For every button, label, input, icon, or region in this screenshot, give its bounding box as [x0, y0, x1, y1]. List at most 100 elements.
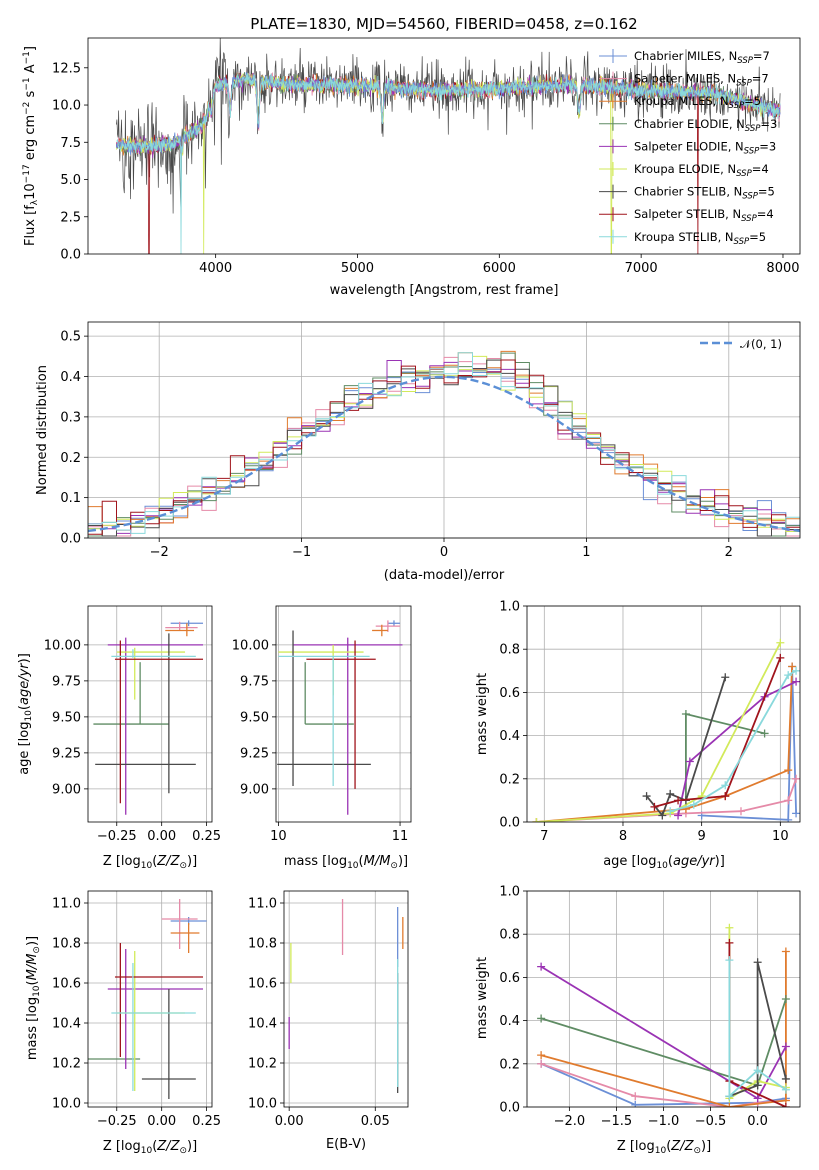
ytick-label: 10.00: [44, 638, 81, 653]
ytick-label: 2.5: [60, 210, 81, 225]
series-line: [701, 666, 797, 821]
axes-age-Z: −0.25 0.00 0.25 9.00 9.25 9.50 9.75 10.00: [44, 605, 221, 844]
series-line: [654, 657, 782, 808]
y-axis-label: mass weight: [475, 957, 490, 1039]
series-marker: [792, 666, 800, 675]
y-axis-label: Normed distribution: [35, 365, 50, 495]
x-axis-label: age [log10(age/yr)]: [603, 854, 725, 871]
ytick-label: 9.00: [52, 782, 81, 797]
label-part: )]: [25, 936, 40, 946]
series-marker: [721, 781, 730, 790]
ytick-label: 1.0: [499, 885, 520, 900]
legend-label: Salpeter ELODIE, NSSP=3: [634, 139, 776, 156]
ytick-label: 10.2: [248, 1057, 277, 1072]
label-part: −17: [22, 164, 32, 183]
label-part: )]: [715, 854, 725, 869]
series-marker: [537, 1014, 546, 1023]
x-axis-label: Z [log10(Z/Z⊙)]: [617, 1139, 711, 1156]
plot-area: [88, 350, 800, 538]
ytick-label: 0.8: [499, 643, 520, 658]
legend-text: Salpeter MILES, N: [634, 72, 736, 86]
legend-text: Kroupa ELODIE, N: [634, 162, 736, 176]
series-line: [536, 666, 793, 822]
x-axis-label: (data-model)/error: [384, 568, 505, 583]
ytick-label: 10.6: [248, 977, 277, 992]
ytick-label: 0.0: [499, 1101, 520, 1116]
legend-label: Chabrier MILES, NSSP=7: [634, 49, 770, 66]
legend-text: Salpeter STELIB, N: [634, 207, 741, 221]
label-part: Flux [f: [23, 205, 38, 246]
label-part: ⊙: [390, 861, 398, 871]
series-marker: [753, 958, 762, 967]
label-part: ]: [23, 46, 38, 51]
series-marker: [689, 800, 698, 809]
ytick-label: 9.75: [240, 674, 269, 689]
series-marker: [753, 1066, 762, 1075]
series-line: [540, 951, 787, 1107]
legend-label: 𝒩(0, 1): [740, 337, 782, 351]
xtick-label: 0.25: [192, 829, 221, 844]
xtick-label: 5000: [341, 261, 374, 276]
xtick-label: 8: [619, 829, 627, 844]
axes-frame: [87, 37, 801, 255]
legend-sub: SSP: [741, 214, 757, 224]
ytick-label: 10.0: [52, 99, 81, 114]
series-marker: [784, 796, 793, 805]
label-part: 10: [32, 985, 42, 997]
series-marker: [792, 677, 800, 686]
xtick-label: 2: [725, 545, 733, 560]
series-marker: [537, 1059, 546, 1068]
axes-age-mass: 10 11 9.00 9.25 9.50 9.75 10.00: [232, 605, 412, 844]
label-part: −1: [22, 77, 32, 90]
legend-text: Salpeter ELODIE, N: [634, 139, 744, 153]
ytick-label: 0.8: [499, 928, 520, 943]
series-marker: [681, 710, 690, 718]
series-marker: [642, 792, 651, 801]
ytick-label: 0.4: [60, 370, 81, 385]
xtick-label: −1.5: [601, 1114, 633, 1129]
ytick-label: 10.2: [52, 1057, 81, 1072]
series-marker: [781, 1042, 790, 1051]
axes-frame: [526, 605, 801, 823]
ytick-label: 0.3: [60, 410, 81, 425]
label-part: M/M: [364, 854, 391, 869]
ytick-label: 10.8: [248, 937, 277, 952]
xtick-label: 0.00: [147, 829, 176, 844]
label-part: (: [25, 980, 40, 985]
axes-residuals: −2 −1 0 1 2 0.0 0.1 0.2 0.3 0.4 0.5: [60, 321, 801, 560]
legend-sub: SSP: [729, 101, 745, 111]
label-part: age [log: [603, 854, 656, 869]
series-line: [536, 642, 782, 822]
label-part: )]: [17, 653, 32, 663]
xtick-label: 0: [440, 545, 448, 560]
ytick-label: 0.5: [60, 330, 81, 345]
ytick-label: 11.0: [52, 897, 81, 912]
xtick-label: −0.5: [695, 1114, 727, 1129]
plot-area: [277, 620, 403, 815]
series-marker: [781, 995, 790, 1003]
plot-area: [537, 923, 790, 1107]
ytick-label: 7.5: [60, 136, 81, 151]
axes-mass-Z: −0.25 0.00 0.25 10.0 10.2 10.4 10.6 10.8 11.0: [52, 890, 221, 1129]
label-part: )]: [187, 854, 197, 869]
xtick-label: −0.25: [97, 1114, 137, 1129]
series-marker: [788, 662, 797, 671]
label-part: (: [152, 1139, 157, 1154]
xtick-label: 7: [540, 829, 548, 844]
label-part: Z [log: [103, 854, 141, 869]
xtick-label: 9: [698, 829, 706, 844]
ytick-label: 10.8: [52, 937, 81, 952]
xtick-label: −0.25: [97, 829, 137, 844]
series-marker: [760, 729, 769, 738]
series-marker: [537, 1051, 546, 1060]
series-marker: [781, 947, 790, 956]
legend-label: Kroupa ELODIE, NSSP=4: [634, 162, 769, 179]
label-part: Z/Z: [156, 854, 180, 869]
ytick-label: 0.1: [60, 491, 81, 506]
legend-tail: =4: [757, 207, 774, 221]
xtick-label: −2.0: [554, 1114, 586, 1129]
axes-weight-Z: −2.0 −1.5 −1.0 −0.5 0.0 0.0 0.2 0.4 0.6 0.8 1.0: [499, 885, 801, 1129]
series-marker: [781, 1085, 790, 1094]
ytick-label: 0.4: [499, 729, 520, 744]
legend-tail: =3: [760, 117, 777, 131]
